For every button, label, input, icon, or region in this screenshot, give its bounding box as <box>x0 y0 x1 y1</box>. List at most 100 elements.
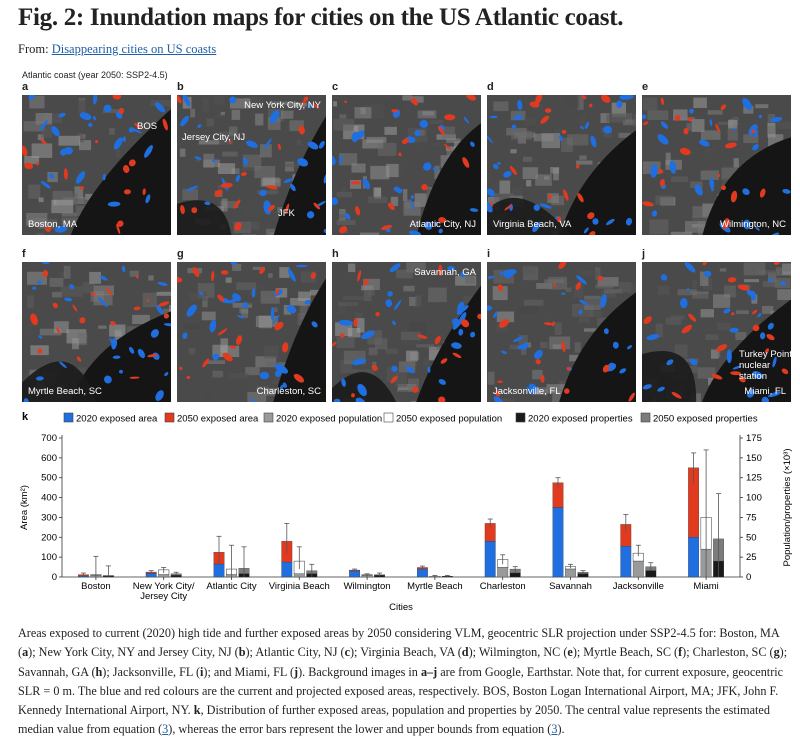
legend-label: 2050 exposed properties <box>653 414 758 425</box>
panel-label-j: j <box>642 248 646 260</box>
category-label: Jersey City <box>140 591 187 602</box>
y-tick-label: 400 <box>41 493 57 504</box>
legend-swatch <box>640 412 651 423</box>
panel-city-label: Wilmington, NC <box>720 219 786 230</box>
bar-chart: k 2020 exposed area 2050 exposed area 2020 … <box>19 411 793 613</box>
y2-axis-label: Population/properties (×10³) <box>782 448 793 566</box>
map-panel-j <box>642 262 791 402</box>
panel-city-label: Myrtle Beach, SC <box>28 386 102 397</box>
category-label: New York City/ <box>133 581 195 592</box>
bos-annotation: BOS <box>137 121 158 132</box>
y-axis-label: Area (km²) <box>19 485 30 530</box>
panel-city-label: Jacksonville, FL <box>493 386 561 397</box>
y-tick-label: 700 <box>41 433 57 444</box>
category-label: Myrtle Beach <box>407 581 462 592</box>
scenario-label: Atlantic coast (year 2050: SSP2-4.5) <box>22 70 168 80</box>
panel-label-i: i <box>487 248 491 260</box>
legend-swatch <box>263 412 274 423</box>
bar-area-2020 <box>552 507 564 578</box>
turkey-point-annotation: Turkey Point nuclear station <box>739 349 792 382</box>
y2-tick-label: 150 <box>746 453 762 464</box>
chart-k: k 2020 exposed area 2050 exposed area 2020 … <box>0 410 800 625</box>
jersey-city-annotation: Jersey City, NJ <box>182 132 246 143</box>
map-panel-f <box>22 262 171 402</box>
y2-tick-label: 100 <box>746 493 762 504</box>
bar-area-2020 <box>620 546 632 578</box>
map-panel-g <box>177 262 326 402</box>
equation-link[interactable]: 3 <box>551 722 558 737</box>
map-panel-e <box>642 95 791 235</box>
legend-label: 2020 exposed area <box>76 414 158 425</box>
panel-city-label: Miami, FL <box>744 386 786 397</box>
y-tick-label: 600 <box>41 453 57 464</box>
bar-area-2020 <box>281 561 293 578</box>
x-axis-label: Cities <box>389 602 413 613</box>
from-line: From: Disappearing cities on US coasts <box>18 42 216 57</box>
map-panel-b <box>177 95 326 235</box>
panel-city-label: Charleston, SC <box>256 386 321 397</box>
bar-prop-2020 <box>509 572 521 578</box>
panel-label-c: c <box>332 81 339 93</box>
bar-area-2020 <box>213 563 225 578</box>
panel-label-b: b <box>177 81 184 93</box>
category-label: Wilmington <box>344 581 391 592</box>
panel-city-label: New York City, NY <box>244 100 321 111</box>
legend-swatch <box>383 412 394 423</box>
bar-pop-2020 <box>565 568 576 578</box>
bar-pop-2020 <box>293 573 305 578</box>
y2-tick-label: 50 <box>746 532 757 543</box>
category-label: Savannah <box>549 581 592 592</box>
category-label: Charleston <box>480 581 526 592</box>
category-label: Atlantic City <box>206 581 256 592</box>
map-panel-c <box>332 95 481 235</box>
jfk-annotation: JFK <box>278 208 295 219</box>
panel-city-label: Savannah, GA <box>414 267 476 278</box>
y2-tick-label: 125 <box>746 473 762 484</box>
bar-area-2020 <box>416 568 428 578</box>
y-tick-label: 500 <box>41 473 57 484</box>
panel-city-label: Virginia Beach, VA <box>493 219 572 230</box>
y2-tick-label: 175 <box>746 433 762 444</box>
y2-tick-label: 75 <box>746 512 757 523</box>
legend-label: 2050 exposed area <box>177 414 259 425</box>
panel-label-e: e <box>642 81 649 93</box>
figure-title: Fig. 2: Inundation maps for cities on th… <box>18 4 624 31</box>
y2-tick-label: 0 <box>746 572 751 583</box>
panel-label-d: d <box>487 81 494 93</box>
equation-link[interactable]: 3 <box>162 722 169 737</box>
figure-caption: Areas exposed to current (2020) high tid… <box>18 626 788 737</box>
legend-swatch <box>63 412 74 423</box>
panel-label-h: h <box>332 248 339 260</box>
from-prefix: From: <box>18 42 52 56</box>
bar-area-2020 <box>484 541 496 578</box>
source-article-link[interactable]: Disappearing cities on US coasts <box>51 42 217 56</box>
legend-label: 2020 exposed properties <box>528 414 633 425</box>
map-panel-i <box>487 262 636 402</box>
bar-pop-2020 <box>632 560 644 578</box>
map-panel-a <box>22 95 171 235</box>
panel-label-f: f <box>22 248 26 260</box>
bar-pop-2020 <box>158 574 170 578</box>
y-tick-label: 300 <box>41 512 57 523</box>
bar-prop-2020 <box>645 570 657 578</box>
panel-city-label: Atlantic City, NJ <box>409 219 476 230</box>
panel-label-g: g <box>177 248 184 260</box>
bar-prop-2020 <box>170 575 182 578</box>
bar-area-2020 <box>145 573 157 578</box>
category-label: Boston <box>81 581 111 592</box>
y-tick-label: 0 <box>52 572 57 583</box>
category-label: Virginia Beach <box>269 581 330 592</box>
bar-area-2020 <box>688 537 699 578</box>
category-label: Miami <box>693 581 718 592</box>
y-tick-label: 200 <box>41 532 57 543</box>
legend-label: 2020 exposed population <box>276 414 382 425</box>
y2-tick-label: 25 <box>746 552 757 563</box>
chart-panel-label: k <box>22 411 29 423</box>
legend-swatch <box>515 412 526 423</box>
bar-pop-2020 <box>497 567 509 578</box>
bar-area-2020 <box>349 570 361 578</box>
map-panel-h <box>332 262 481 402</box>
panel-city-label: Boston, MA <box>28 219 78 230</box>
map-panel-d <box>487 95 636 235</box>
panel-label-a: a <box>22 81 29 93</box>
